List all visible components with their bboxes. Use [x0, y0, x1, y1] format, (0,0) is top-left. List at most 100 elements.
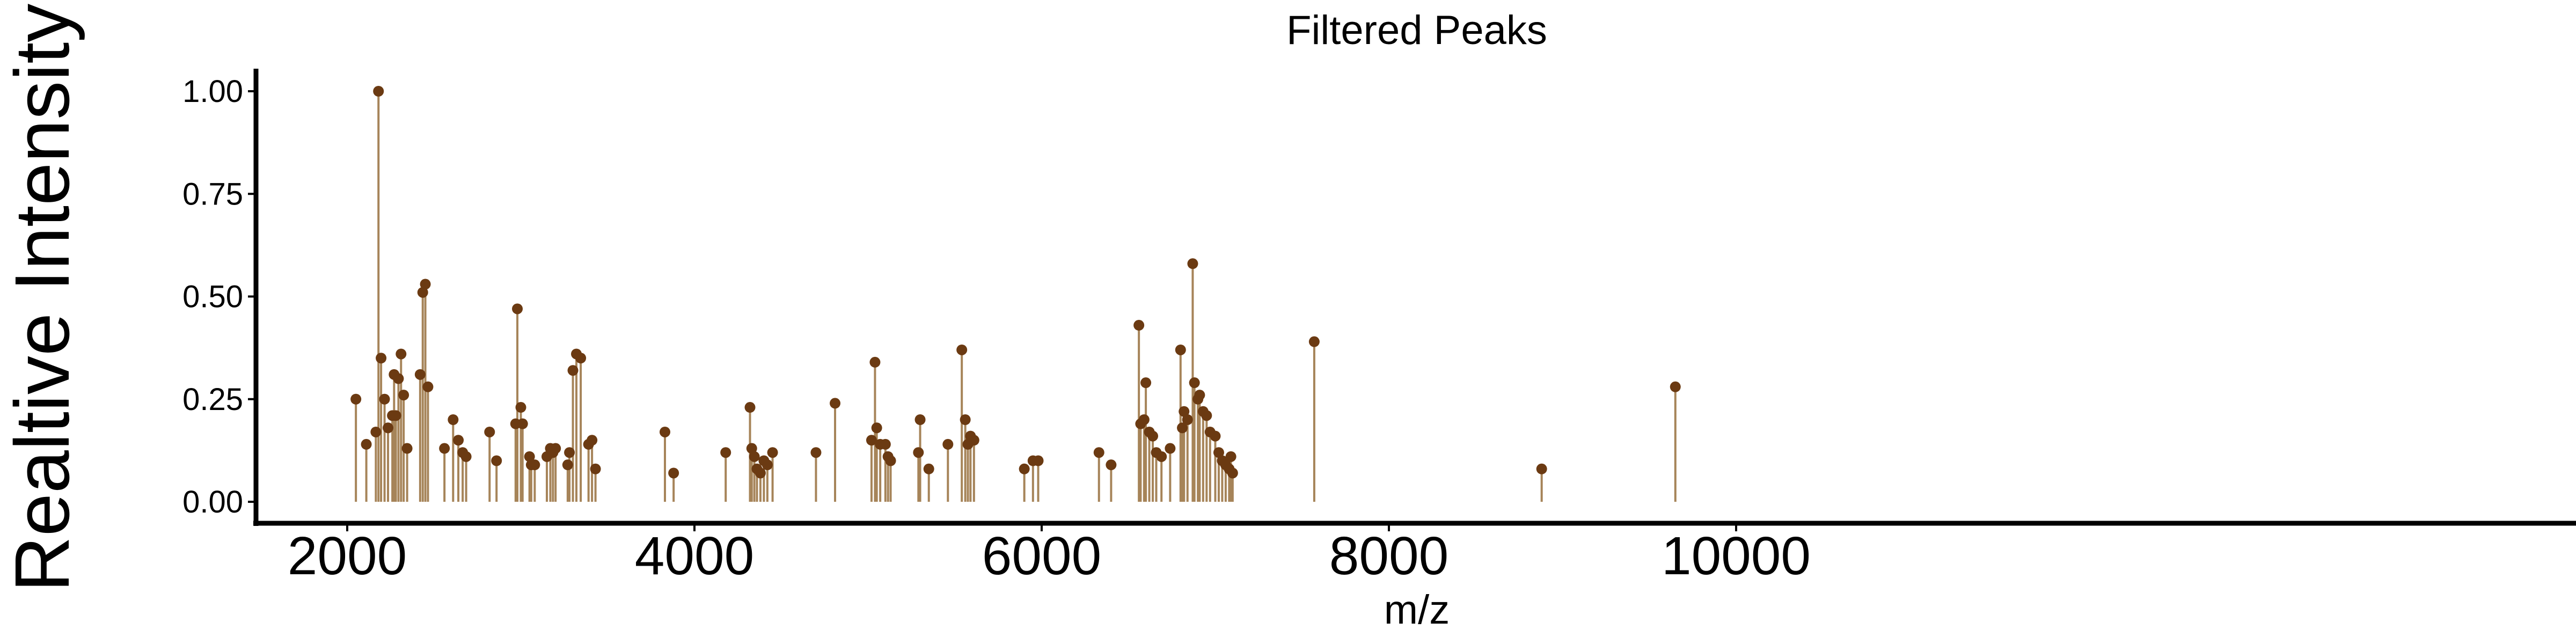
peak-point [749, 451, 760, 462]
x-axis-label: m/z [1384, 587, 1450, 633]
y-tick-label: 1.00 [182, 74, 243, 109]
y-tick-label: 0.50 [182, 280, 243, 314]
peak-point [390, 410, 401, 421]
peak-point [515, 402, 526, 413]
peak-point [869, 356, 881, 368]
peak-point [956, 344, 968, 355]
peak-point [1210, 430, 1221, 442]
peak-point [383, 422, 394, 434]
peak-points [350, 86, 1681, 479]
peak-point [1019, 463, 1030, 474]
peak-point [370, 426, 382, 437]
peak-point [1187, 258, 1198, 269]
peak-point [590, 463, 601, 474]
peak-point [361, 438, 372, 450]
peak-point [1177, 422, 1188, 434]
peak-point [885, 455, 896, 466]
y-tick-label: 0.25 [182, 382, 243, 417]
peak-point [923, 463, 934, 474]
x-tick-label: 10000 [1662, 526, 1811, 586]
peak-point [960, 414, 971, 425]
peak-point [762, 459, 773, 471]
peak-point [422, 381, 434, 392]
peak-point [1165, 443, 1176, 454]
peak-point [564, 447, 575, 458]
peak-point [1156, 451, 1167, 462]
peak-point [1182, 414, 1193, 425]
peak-point [1093, 447, 1104, 458]
peak-point [913, 447, 924, 458]
peak-point [1106, 459, 1117, 471]
peak-point [767, 447, 778, 458]
peak-point [350, 393, 362, 405]
peak-point [914, 414, 926, 425]
y-axis-ticks: 0.00 0.25 0.50 0.75 1.00 [182, 74, 254, 519]
peak-point [880, 438, 891, 450]
peak-point [1133, 320, 1145, 331]
peak-point [1308, 336, 1320, 347]
peak-point [1138, 414, 1150, 425]
x-tick-label: 6000 [982, 526, 1101, 586]
peak-point [376, 353, 387, 364]
peak-point [460, 451, 472, 462]
peak-point [1175, 344, 1186, 355]
peak-point [491, 455, 502, 466]
peak-point [575, 353, 587, 364]
peak-point [517, 418, 528, 429]
peak-point [1225, 451, 1236, 462]
peak-point [550, 443, 561, 454]
peak-point [1670, 381, 1681, 392]
peak-point [1140, 377, 1152, 389]
y-tick-label: 0.00 [182, 485, 243, 519]
x-tick-label: 8000 [1329, 526, 1448, 586]
peak-point [720, 447, 731, 458]
x-tick-label: 2000 [288, 526, 407, 586]
peak-point [871, 422, 882, 434]
peak-point [453, 435, 464, 446]
peak-point [396, 348, 407, 360]
peak-point [529, 459, 540, 471]
peak-point [524, 451, 535, 462]
peak-point [417, 287, 428, 298]
peak-point [401, 443, 413, 454]
peak-point [373, 86, 384, 97]
peak-point [439, 443, 450, 454]
peak-point [1536, 463, 1547, 474]
x-tick-label: 4000 [635, 526, 754, 586]
peak-point [668, 467, 679, 479]
peak-point [393, 373, 404, 384]
peak-point [1179, 406, 1190, 417]
y-axis-label: Realtive Intensity [0, 4, 85, 592]
peak-point [379, 393, 390, 405]
y-tick-label: 0.75 [182, 177, 243, 211]
peak-point [830, 398, 841, 409]
peak-point [1194, 390, 1205, 401]
peak-point [968, 435, 979, 446]
peak-point [512, 303, 523, 314]
peak-point [660, 426, 671, 437]
peak-point [414, 369, 426, 380]
peak-point [398, 390, 409, 401]
peak-point [448, 414, 459, 425]
peak-point [420, 279, 431, 290]
chart-title: Filtered Peaks [1286, 8, 1547, 53]
x-axis-ticks: 2000 4000 6000 8000 10000 [288, 525, 1811, 586]
peak-point [755, 467, 766, 479]
peak-point [1201, 410, 1212, 421]
peak-point [484, 426, 495, 437]
peak-point [562, 459, 573, 471]
peak-point [567, 365, 579, 376]
peak-point [587, 435, 598, 446]
peak-point [1033, 455, 1044, 466]
peak-stems [355, 91, 1677, 502]
peak-point [1213, 447, 1224, 458]
peak-point [746, 443, 757, 454]
peak-point [1189, 377, 1200, 389]
peak-point [866, 435, 877, 446]
peak-point [810, 447, 822, 458]
peak-point [744, 402, 756, 413]
peak-point [1147, 430, 1159, 442]
peak-point [1227, 467, 1238, 479]
peak-point [942, 438, 954, 450]
